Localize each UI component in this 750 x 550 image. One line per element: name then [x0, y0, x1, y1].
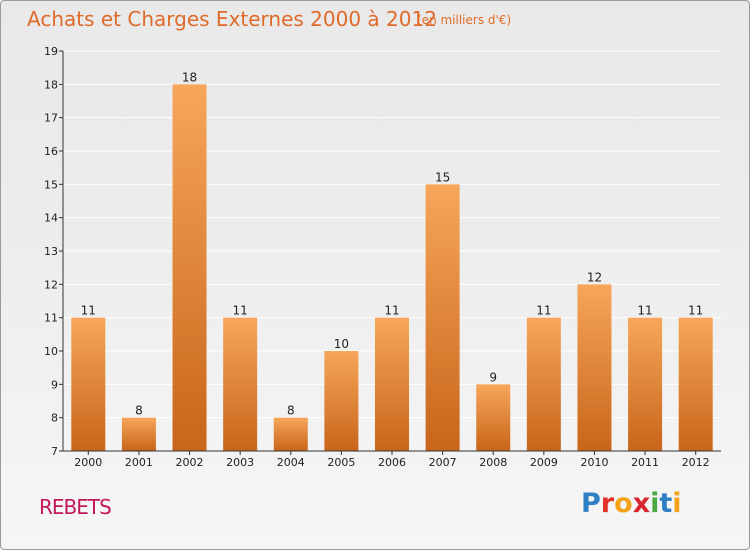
- x-tick-label: 2001: [125, 456, 153, 469]
- y-tick-label: 15: [44, 178, 58, 191]
- y-tick-label: 19: [44, 45, 58, 58]
- bar: [71, 317, 106, 451]
- bar-value-label: 11: [688, 304, 703, 318]
- y-tick-label: 14: [44, 212, 58, 225]
- proxiti-logo[interactable]: Proxiti: [581, 488, 682, 519]
- bar: [526, 317, 561, 451]
- logo-letter: i: [650, 488, 660, 519]
- x-tick-label: 2008: [479, 456, 507, 469]
- y-tick-label: 16: [44, 145, 58, 158]
- bar-value-label: 8: [287, 404, 295, 418]
- y-tick-label: 7: [51, 445, 58, 458]
- bar-value-label: 9: [489, 370, 497, 384]
- logo-letter: o: [614, 488, 633, 519]
- bar: [324, 351, 359, 451]
- logo-letter: x: [632, 488, 651, 519]
- label-layer: 7 8 9 10 11 12 13 14 15 16 17 18 19 11 2000 8 2001 18 2002…: [44, 45, 710, 469]
- bar: [172, 84, 207, 451]
- y-tick-label: 13: [44, 245, 58, 258]
- bar: [273, 417, 308, 451]
- logo-letter: t: [659, 488, 673, 519]
- bar: [425, 184, 460, 452]
- bar: [678, 317, 713, 451]
- y-tick-label: 11: [44, 312, 58, 325]
- x-tick-label: 2005: [327, 456, 355, 469]
- logo-letter: i: [672, 488, 682, 519]
- x-tick-label: 2002: [176, 456, 204, 469]
- x-tick-label: 2003: [226, 456, 254, 469]
- bar-value-label: 10: [334, 337, 349, 351]
- x-tick-label: 2011: [631, 456, 659, 469]
- logo-letter: P: [581, 488, 601, 519]
- y-tick-label: 17: [44, 112, 58, 125]
- bar-value-label: 18: [182, 70, 197, 84]
- x-tick-label: 2004: [277, 456, 305, 469]
- x-tick-label: 2000: [74, 456, 102, 469]
- bar-value-label: 11: [536, 304, 551, 318]
- chart-title: Achats et Charges Externes 2000 à 2012: [27, 7, 437, 31]
- y-tick-label: 8: [51, 412, 58, 425]
- x-tick-label: 2010: [580, 456, 608, 469]
- y-tick-label: 12: [44, 278, 58, 291]
- bar-value-label: 11: [233, 304, 248, 318]
- bar-value-label: 11: [637, 304, 652, 318]
- bar: [223, 317, 258, 451]
- y-tick-label: 9: [51, 378, 58, 391]
- bar-value-label: 11: [81, 304, 96, 318]
- bar-value-label: 11: [384, 304, 399, 318]
- bar-layer: [71, 84, 713, 452]
- y-tick-label: 18: [44, 78, 58, 91]
- bar: [121, 417, 156, 451]
- x-tick-label: 2009: [530, 456, 558, 469]
- chart-subtitle: (en milliers d'€): [417, 13, 512, 27]
- x-tick-label: 2006: [378, 456, 406, 469]
- bar-value-label: 15: [435, 170, 450, 184]
- bar: [577, 284, 612, 451]
- x-tick-label: 2007: [429, 456, 457, 469]
- logo-letter: r: [600, 488, 615, 519]
- axis-layer: [59, 50, 721, 455]
- bar: [628, 317, 663, 451]
- bar: [476, 384, 511, 451]
- y-tick-label: 10: [44, 345, 58, 358]
- x-tick-label: 2012: [682, 456, 710, 469]
- commune-name: REBETS: [39, 495, 112, 519]
- bar-value-label: 12: [587, 270, 602, 284]
- bar-value-label: 8: [135, 404, 143, 418]
- bar: [375, 317, 409, 451]
